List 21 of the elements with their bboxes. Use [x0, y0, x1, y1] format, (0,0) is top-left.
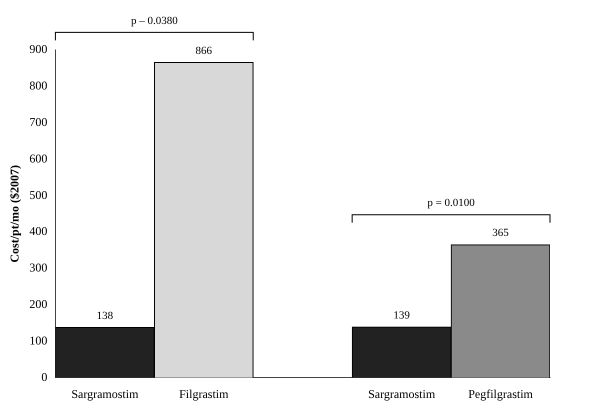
x-tick-label: Sargramostim [368, 386, 436, 401]
text: p – 0.0380 [130, 14, 178, 27]
x-tick-label: Pegfilgrastim [468, 386, 534, 401]
y-tick-label: 400 [29, 224, 48, 238]
y-tick-label: 200 [29, 296, 48, 311]
y-tick-label: 300 [29, 260, 48, 275]
data-label: 365 [492, 227, 510, 240]
y-tick-label: 700 [29, 114, 48, 129]
data-label: 139 [393, 309, 410, 322]
y-tick-label: 800 [29, 78, 48, 93]
x-tick-label: Sargramostim [71, 386, 140, 401]
annotation: p = 0.0100 [427, 197, 476, 210]
y-tick-label: 900 [29, 42, 48, 56]
data-label: 866 [196, 44, 213, 57]
y-tick-label: 600 [29, 151, 48, 166]
x-tick-label: Filgrastim [179, 386, 230, 401]
y-axis-title: Cost/pt/mo ($2007) [7, 164, 22, 263]
y-tick-label: 0 [41, 370, 48, 384]
y-tick-label: 100 [29, 333, 48, 348]
data-label: 138 [96, 310, 114, 322]
y-tick-label: 500 [29, 188, 48, 202]
